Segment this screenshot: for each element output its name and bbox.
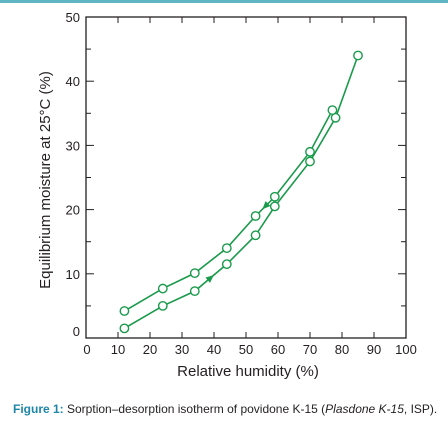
x-axis-label: Relative humidity (%) — [177, 363, 319, 380]
axes: 0 10 20 30 40 50 60 70 80 90 100 0 10 20 30 40 50 — [66, 10, 417, 357]
y-tick-label: 0 — [73, 324, 80, 339]
caption-product-name: Plasdone K-15 — [325, 402, 404, 416]
data-point — [189, 268, 200, 279]
y-tick-label: 20 — [66, 203, 80, 218]
x-tick-label: 90 — [367, 342, 381, 357]
x-tick-label: 80 — [335, 342, 349, 357]
caption-text: Sorption–desorption isotherm of povidone… — [63, 402, 326, 416]
x-tick-label: 10 — [111, 342, 125, 357]
data-point — [157, 300, 168, 311]
data-point — [221, 243, 232, 254]
series-arrow-2 — [262, 201, 271, 210]
data-point — [189, 286, 200, 297]
data-point — [119, 306, 130, 316]
series-line-2 — [123, 109, 334, 312]
data-point — [250, 211, 261, 221]
x-tick-label: 20 — [143, 342, 157, 357]
caption-label: Figure 1: — [13, 402, 64, 416]
y-tick-label: 50 — [66, 10, 80, 25]
figure-caption: Figure 1: Sorption–desorption isotherm o… — [13, 402, 438, 417]
x-tick-label: 100 — [395, 342, 417, 357]
data-point — [305, 156, 315, 167]
plot-frame — [85, 16, 407, 339]
series-layer — [119, 50, 363, 334]
y-axis-label: Equilibrium moisture at 25°C (%) — [37, 71, 54, 289]
data-point — [269, 191, 280, 202]
data-point — [250, 230, 261, 241]
x-tick-label: 60 — [271, 342, 285, 357]
header-rule — [0, 0, 448, 3]
y-tick-label: 30 — [66, 138, 80, 153]
x-tick-label: 40 — [207, 342, 221, 357]
data-point — [119, 323, 130, 334]
caption-text-end: , ISP). — [403, 402, 438, 416]
isotherm-chart: 0 10 20 30 40 50 60 70 80 90 100 0 10 20 30 40 50 Relati… — [37, 10, 417, 380]
data-point — [305, 146, 315, 157]
y-tick-label: 40 — [66, 74, 80, 89]
data-point — [157, 283, 168, 294]
x-tick-label: 0 — [83, 342, 90, 357]
x-tick-label: 30 — [175, 342, 189, 357]
x-tick-label: 70 — [303, 342, 317, 357]
series-arrow-1 — [205, 275, 214, 283]
data-point — [353, 50, 363, 61]
y-tick-label: 10 — [66, 267, 80, 282]
x-tick-label: 50 — [239, 342, 253, 357]
data-point — [269, 201, 280, 212]
data-point — [327, 105, 338, 115]
data-point — [221, 259, 232, 270]
